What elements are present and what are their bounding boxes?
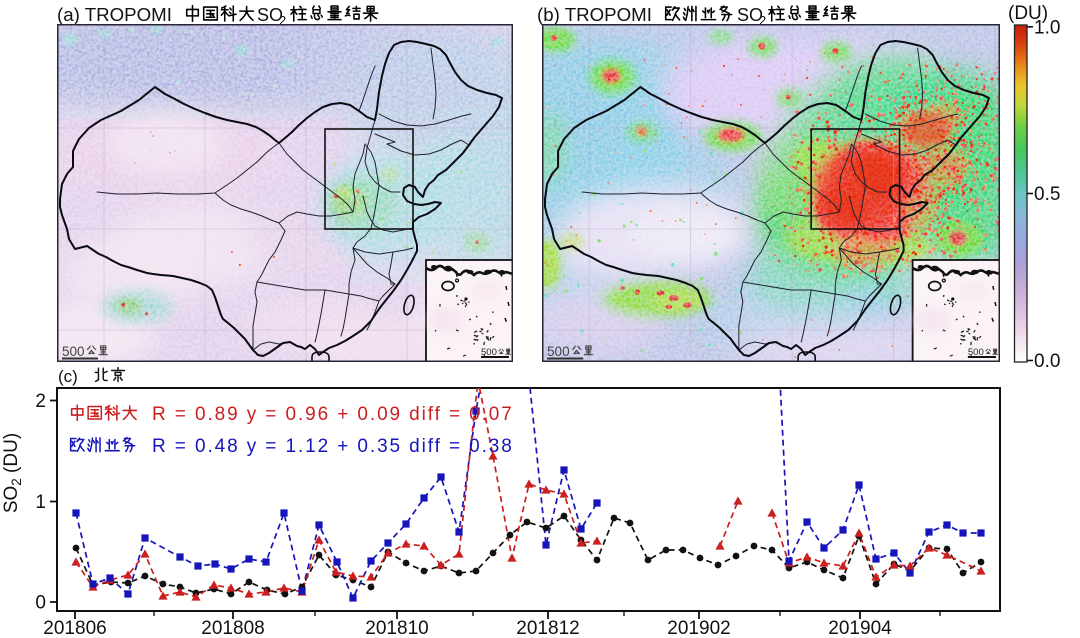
svg-text:2: 2 xyxy=(279,13,286,28)
svg-text:201904: 201904 xyxy=(828,618,892,638)
svg-text:0: 0 xyxy=(35,593,46,614)
svg-text:(b) TROPOMI: (b) TROPOMI xyxy=(537,4,652,25)
svg-text:2: 2 xyxy=(759,13,766,28)
svg-text:SO: SO xyxy=(257,5,283,25)
svg-text:0.5: 0.5 xyxy=(1034,184,1060,205)
svg-text:500: 500 xyxy=(968,347,984,358)
svg-text:(c): (c) xyxy=(58,367,78,386)
svg-text:201808: 201808 xyxy=(201,618,264,638)
svg-text:500: 500 xyxy=(481,347,497,358)
svg-text:500: 500 xyxy=(62,344,85,359)
svg-text:SO2 (DU): SO2 (DU) xyxy=(1,433,24,513)
svg-text:(a) TROPOMI: (a) TROPOMI xyxy=(57,4,172,25)
svg-text:R = 0.48 y = 1.12 + 0.35 diff: R = 0.48 y = 1.12 + 0.35 diff = 0.38 xyxy=(152,436,514,457)
svg-text:201810: 201810 xyxy=(365,618,428,638)
svg-text:SO: SO xyxy=(737,5,763,25)
svg-text:201902: 201902 xyxy=(667,618,730,638)
svg-text:1.0: 1.0 xyxy=(1034,17,1060,38)
svg-text:1: 1 xyxy=(35,492,46,513)
svg-text:2: 2 xyxy=(35,391,46,412)
svg-text:500: 500 xyxy=(547,344,570,359)
svg-text:201806: 201806 xyxy=(43,618,106,638)
svg-text:201812: 201812 xyxy=(516,618,579,638)
svg-text:(DU): (DU) xyxy=(1008,3,1048,24)
svg-text:0.0: 0.0 xyxy=(1034,351,1060,372)
svg-text:R = 0.89 y = 0.96 + 0.09 diff: R = 0.89 y = 0.96 + 0.09 diff = 0.07 xyxy=(152,404,514,425)
